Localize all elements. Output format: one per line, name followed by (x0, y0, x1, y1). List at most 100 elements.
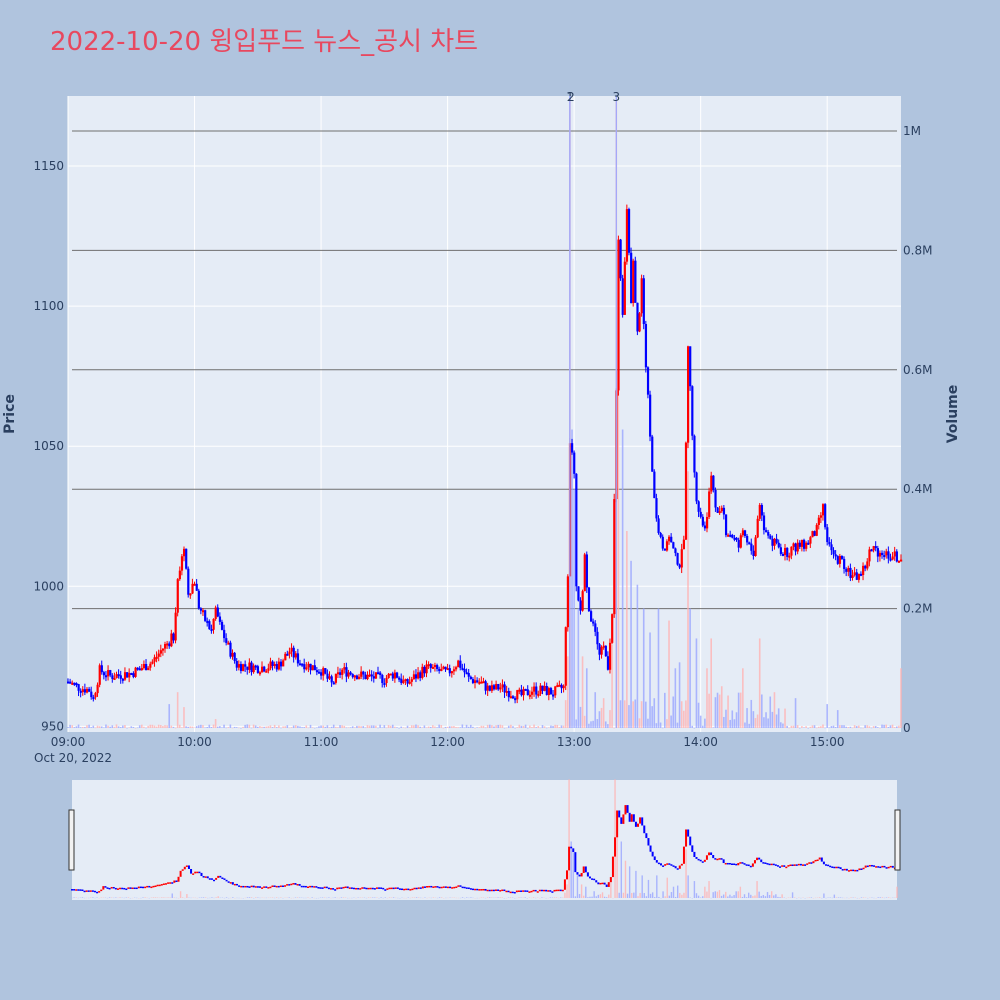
slider-candle (630, 814, 633, 822)
candle-down (649, 394, 652, 437)
slider-candle (875, 866, 878, 868)
candle-down (326, 673, 329, 679)
range-slider-right-handle[interactable] (894, 809, 901, 871)
volume-bar (493, 726, 495, 728)
volume-bar (155, 726, 158, 728)
volume-bar (832, 725, 835, 728)
candle-up (157, 653, 160, 657)
slider-candle (242, 885, 245, 888)
volume-tick-label: 0 (903, 721, 911, 735)
candle-down (762, 515, 766, 531)
candle-up (809, 537, 812, 544)
news-marker-label[interactable]: 2 (567, 90, 575, 104)
slider-candle (843, 868, 846, 871)
slider-volume-bar (741, 896, 744, 898)
volume-bar (299, 726, 301, 728)
candle-down (313, 665, 316, 671)
range-slider-left-handle[interactable] (68, 809, 75, 871)
candle-up (182, 548, 186, 557)
slider-candle (547, 890, 550, 892)
slider-volume-bar (641, 875, 643, 898)
slider-volume-bar (75, 897, 77, 898)
slider-candle (171, 882, 174, 884)
candle-up (353, 675, 357, 678)
slider-volume-bar (725, 891, 727, 898)
slider-candle (816, 859, 819, 862)
volume-bar (86, 725, 88, 728)
volume-bar (701, 725, 704, 728)
slider-candle (327, 887, 330, 890)
volume-bar (720, 686, 723, 728)
slider-candle (634, 821, 637, 827)
slider-candle (469, 888, 472, 890)
slider-volume-bar (810, 897, 813, 898)
candle-down (830, 544, 833, 551)
volume-bar (467, 726, 470, 728)
candle-up (360, 671, 363, 677)
candle-up (718, 511, 721, 514)
volume-bar (617, 369, 620, 728)
slider-candle (764, 862, 767, 864)
volume-bar (322, 725, 324, 728)
volume-bar (790, 725, 793, 728)
candle-down (339, 672, 342, 675)
volume-bar (634, 699, 637, 728)
volume-bar (366, 725, 369, 728)
slider-candle (401, 888, 403, 891)
candle-up (838, 556, 842, 564)
volume-bar (558, 727, 561, 728)
candle-down (695, 472, 698, 502)
candle-up (800, 539, 804, 547)
slider-candle (407, 888, 410, 891)
candle-down (448, 668, 451, 674)
candle-up (123, 672, 127, 680)
slider-volume-bar (693, 881, 696, 898)
slider-volume-bar (81, 897, 84, 898)
slider-candle (390, 887, 393, 890)
candle-up (625, 209, 629, 262)
volume-bar (297, 725, 299, 728)
volume-bar (758, 638, 761, 728)
slider-candle (121, 887, 124, 890)
candle-up (180, 556, 184, 571)
volume-bar (609, 710, 611, 728)
slider-candle (691, 845, 694, 852)
slider-volume-bar (171, 893, 173, 898)
candle-down (126, 672, 129, 678)
slider-volume-bar (697, 895, 700, 898)
slider-candle (676, 868, 679, 870)
slider-candle (557, 889, 560, 892)
volume-bar (885, 724, 888, 728)
candle-down (233, 652, 236, 661)
volume-bar (682, 710, 685, 728)
volume-bar (685, 700, 687, 728)
slider-candle (342, 886, 345, 889)
volume-bar (604, 721, 607, 728)
slider-candle (344, 886, 347, 888)
volume-bar (305, 725, 308, 728)
slider-volume-bar (605, 897, 608, 898)
main-plot-area[interactable] (68, 96, 901, 732)
slider-candle (449, 886, 452, 889)
candle-down (769, 535, 772, 539)
volume-bar (499, 724, 502, 728)
candle-down (168, 643, 171, 647)
slider-volume-bar (186, 894, 188, 898)
slider-candle (474, 888, 477, 891)
slider-candle (271, 885, 274, 887)
range-slider[interactable] (68, 779, 901, 900)
volume-bar (752, 711, 755, 728)
slider-candle (605, 884, 608, 887)
slider-volume-bar (179, 891, 182, 898)
volume-bar (419, 726, 421, 728)
slider-candle (240, 885, 243, 888)
candle-down (874, 546, 877, 549)
slider-candle (735, 863, 738, 866)
slider-candle (79, 889, 82, 891)
candle-down (469, 676, 472, 680)
news-marker-label[interactable]: 3 (612, 90, 620, 104)
candle-up (343, 667, 346, 670)
candle-down (627, 209, 631, 253)
volume-bar (235, 727, 238, 728)
candle-up (784, 547, 787, 555)
